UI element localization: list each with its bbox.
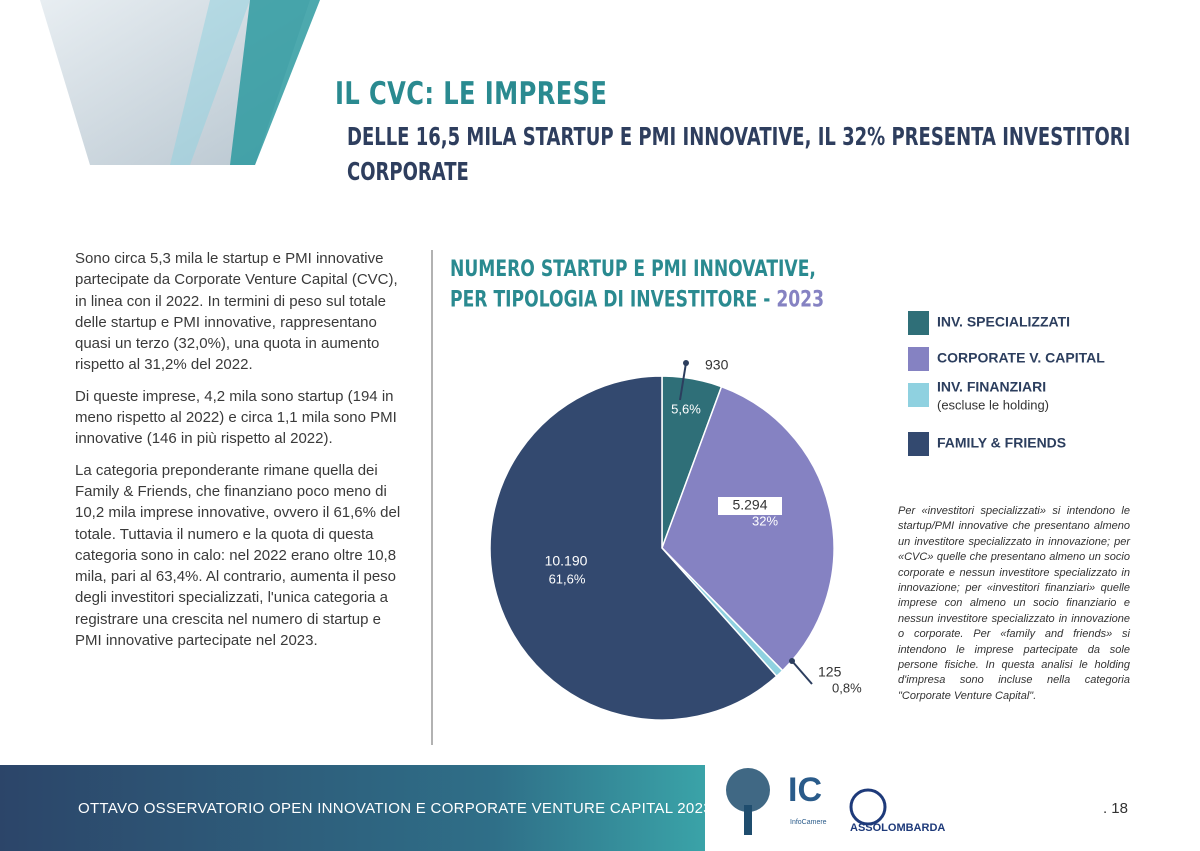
footer-band xyxy=(0,765,705,851)
paragraph: Sono circa 5,3 mila le startup e PMI inn… xyxy=(75,250,398,374)
logo-mark xyxy=(849,788,887,826)
body-text: Sono circa 5,3 mila le startup e PMI inn… xyxy=(75,248,411,661)
leader-line xyxy=(679,362,687,401)
value-label: 930 xyxy=(705,357,729,373)
label-box xyxy=(718,497,782,515)
legend-label: INV. FINANZIARI xyxy=(937,379,1046,395)
legend-swatch xyxy=(908,383,929,407)
legend: INV. SPECIALIZZATI CORPORATE V. CAPITAL IN… xyxy=(908,311,1105,456)
page-subtitle: DELLE 16,5 MILA STARTUP E PMI INNOVATIVE… xyxy=(347,122,1131,151)
header-accent xyxy=(230,0,320,165)
footer-text: OTTAVO OSSERVATORIO OPEN INNOVATION E CO… xyxy=(78,800,712,817)
logo-ic-sub: InfoCamere xyxy=(790,819,827,826)
logo-ic: IC xyxy=(788,771,822,809)
legend-label: CORPORATE V. CAPITAL xyxy=(937,350,1105,366)
leader-dot xyxy=(683,360,689,366)
pie-slice xyxy=(661,385,835,672)
paragraph: Di queste imprese, 4,2 mila sono startup… xyxy=(75,387,397,448)
chart-title-year: 2023 xyxy=(776,286,824,312)
paragraph: La categoria preponderante rimane quella… xyxy=(75,461,401,650)
share-label: 5,6% xyxy=(671,401,701,416)
page-number: . 18 xyxy=(1103,800,1128,817)
header-accent xyxy=(170,0,250,165)
chart-title: NUMERO STARTUP E PMI INNOVATIVE, xyxy=(450,256,816,282)
legend-swatch xyxy=(908,347,929,371)
logo-tree xyxy=(726,768,770,835)
legend-swatch xyxy=(908,311,929,335)
share-label: 61,6% xyxy=(549,571,586,586)
share-label: 32% xyxy=(752,513,778,528)
page-title: IL CVC: LE IMPRESE xyxy=(335,76,608,112)
legend-label: INV. SPECIALIZZATI xyxy=(937,314,1070,330)
chart-title: PER TIPOLOGIA DI INVESTITORE - xyxy=(450,286,776,312)
share-label: 0,8% xyxy=(832,680,862,695)
chart-title: PER TIPOLOGIA DI INVESTITORE - 2023 xyxy=(450,286,824,312)
page-subtitle: CORPORATE xyxy=(347,157,469,186)
legend-label: FAMILY & FRIENDS xyxy=(937,435,1066,451)
legend-note: (escluse le holding) xyxy=(937,397,1049,412)
legend-swatch xyxy=(908,432,929,456)
value-label: 5.294 xyxy=(732,497,767,513)
logo-assolombarda: ASSOLOMBARDA xyxy=(850,822,945,834)
leader-dot xyxy=(789,658,795,664)
note: Per «investitori specializzati» si inten… xyxy=(898,505,1130,702)
pie-slice xyxy=(489,375,778,721)
value-label: 10.190 xyxy=(545,553,588,569)
value-label: 125 xyxy=(818,664,842,680)
leader-line xyxy=(791,660,813,685)
